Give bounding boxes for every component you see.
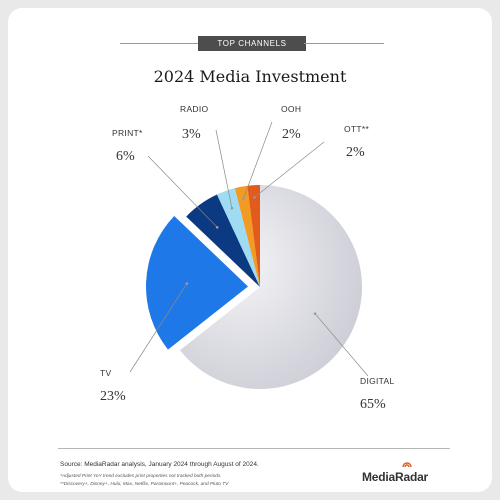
pie-slice-ooh xyxy=(234,185,260,287)
brand-logo: MediaRadar xyxy=(362,470,429,484)
slice-label: DIGITAL xyxy=(360,376,395,386)
slice-value: 2% xyxy=(346,145,365,160)
footer-rule xyxy=(58,448,450,449)
slice-label: PRINT* xyxy=(112,128,143,138)
pie-slice-digital xyxy=(179,185,363,389)
pie-slice-tv xyxy=(146,216,249,350)
pie-slice-ott xyxy=(247,185,260,287)
leader-dot xyxy=(185,282,189,285)
leader-dot xyxy=(215,226,219,229)
header-tag: TOP CHANNELS xyxy=(198,36,306,51)
footnote-ott: **Discovery+, Disney+, Hulu, Max, Netfli… xyxy=(60,482,229,487)
slice-value: 2% xyxy=(282,127,301,142)
slice-value: 3% xyxy=(182,127,201,142)
leader-line xyxy=(147,155,218,228)
pie-chart: DIGITAL 65% TV 23% PRINT* 6% RADIO 3% OOH 2% OTT**… xyxy=(100,104,395,412)
source-note: Source: MediaRadar analysis, January 202… xyxy=(60,461,259,468)
leader-line xyxy=(243,121,273,199)
leader-dot xyxy=(253,196,256,199)
slice-value: 65% xyxy=(360,397,386,412)
pie-slice-print xyxy=(186,194,260,287)
infographic-card: TOP CHANNELS 2024 Media Investment DIGIT… xyxy=(8,8,492,492)
leader-line xyxy=(129,283,188,373)
slice-label: TV xyxy=(100,368,111,378)
pie-slice-radio xyxy=(216,188,260,287)
leader-dot xyxy=(230,206,234,210)
leader-line xyxy=(254,141,325,198)
slice-value: 6% xyxy=(116,149,135,164)
radar-icon xyxy=(402,462,412,468)
slice-label: RADIO xyxy=(180,104,209,114)
leader-line xyxy=(314,313,369,377)
header-rule-right xyxy=(304,43,384,44)
footnote-print: *Adjusted Print YoY trend excludes print… xyxy=(60,474,222,479)
slice-label: OOH xyxy=(281,104,301,114)
leader-dot xyxy=(242,197,245,201)
header-rule-left xyxy=(120,43,200,44)
leader-dot xyxy=(313,312,317,315)
chart-title: 2024 Media Investment xyxy=(153,67,347,86)
slice-value: 23% xyxy=(100,389,126,404)
slice-label: OTT** xyxy=(344,124,370,134)
leader-line xyxy=(215,129,233,209)
